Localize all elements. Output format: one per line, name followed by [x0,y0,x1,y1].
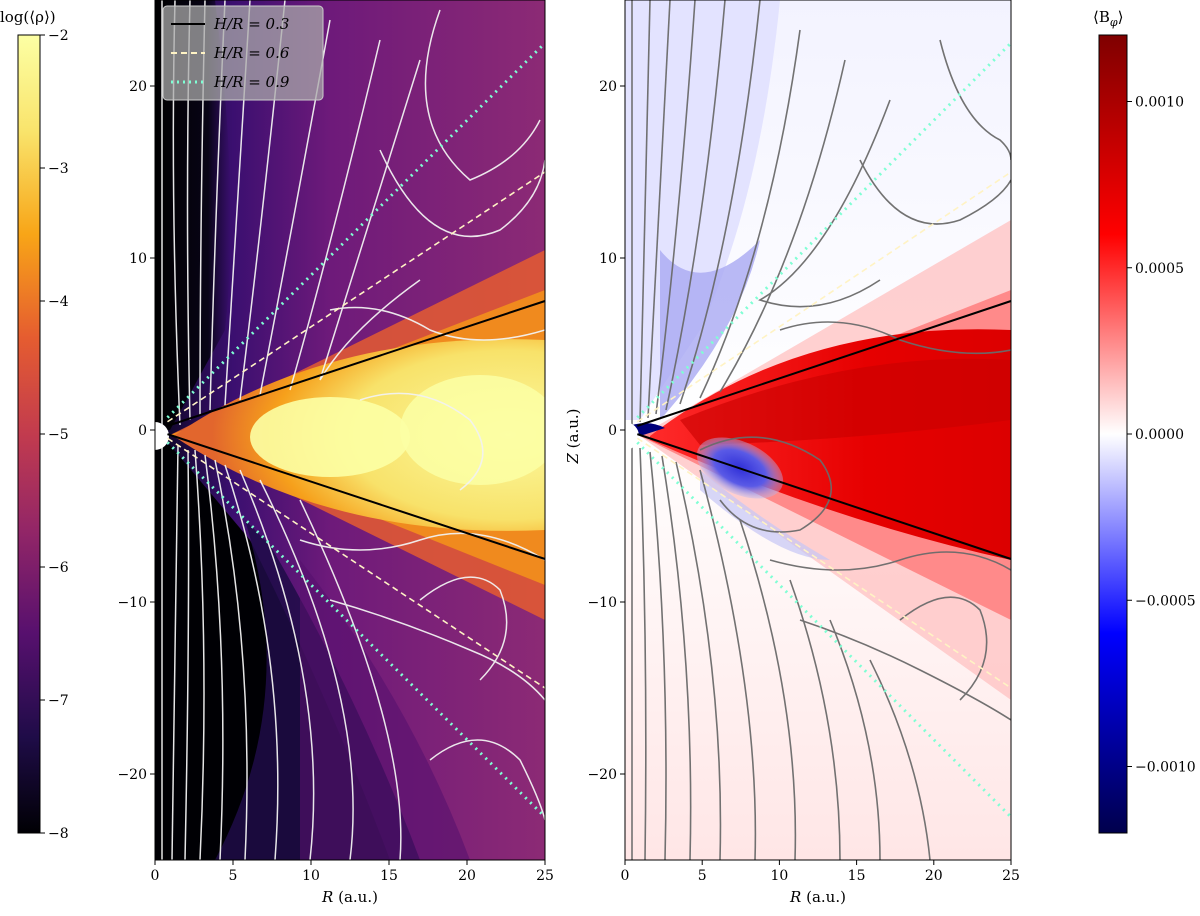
x-tick-label: 5 [229,868,238,884]
left-colorbar: log(⟨ρ⟩) −2 −3 −4 −5 −6 −7 −8 [0,8,69,842]
x-tick-label: 15 [848,868,866,884]
legend-box [162,5,324,101]
y-tick-label: −20 [117,767,147,783]
right-cbar-tick-label: −0.0010 [1135,760,1196,776]
right-colorbar-ticks: 0.0010 0.0005 0.0000 −0.0005 −0.0010 [1127,95,1196,776]
y-tick-label: 20 [129,79,147,95]
legend-label-0: H/R = 0.3 [213,15,289,33]
right-streamlines [631,0,1011,860]
hr-line-0.6-up [636,171,1012,423]
x-tick-label: 0 [151,868,160,884]
left-cbar-tick-label: −2 [48,28,69,44]
y-tick-label: 10 [129,251,147,267]
x-tick-label: 25 [536,868,554,884]
x-tick-label: 20 [925,868,943,884]
left-colorbar-gradient [17,34,41,834]
right-panel-image [625,0,1011,860]
hr-line-0.3-up [637,300,1012,427]
y-tick-label: −20 [587,767,617,783]
hr-line-0.6-up [167,171,546,423]
right-x-axis-label: R (a.u.) [789,888,846,906]
left-streamlines [161,0,545,860]
x-tick-label: 0 [621,868,630,884]
right-cbar-tick-label: 0.0010 [1135,95,1184,111]
left-overlay-lines [166,41,547,819]
left-panel: 0 5 10 15 20 25 20 10 0 −10 −20 R (a.u.) H/R = 0.… [117,0,554,906]
right-overlay-lines [636,41,1013,819]
x-tick-label: 10 [770,868,788,884]
right-x-ticks: 0 5 10 15 20 25 [621,860,1020,884]
left-colorbar-ticks: −2 −3 −4 −5 −6 −7 −8 [40,28,69,842]
left-x-ticks: 0 5 10 15 20 25 [151,860,554,884]
y-tick-label: 10 [599,251,617,267]
y-tick-label: 20 [599,79,617,95]
x-tick-label: 25 [1002,868,1020,884]
left-y-ticks: 20 10 0 −10 −20 [117,79,155,783]
hr-line-0.3-down [167,433,546,560]
hr-line-0.6-down [636,437,1012,689]
x-tick-label: 20 [458,868,476,884]
hr-line-0.6-down [167,437,546,689]
left-cbar-tick-label: −6 [48,560,69,576]
left-colorbar-label: log(⟨ρ⟩) [0,8,56,26]
left-cbar-tick-label: −4 [48,294,69,310]
right-colorbar: ⟨Bφ⟩ 0.0010 0.0005 0.0000 −0.0005 −0.0010 [1093,8,1196,834]
right-cbar-tick-label: −0.0005 [1135,593,1196,609]
left-cbar-tick-label: −7 [48,693,69,709]
legend: H/R = 0.3 H/R = 0.6 H/R = 0.9 [162,5,324,101]
left-panel-image [155,0,545,860]
left-x-axis-label: R (a.u.) [321,888,378,906]
right-colorbar-label: ⟨Bφ⟩ [1093,8,1123,29]
y-tick-label: −10 [587,595,617,611]
left-cbar-tick-label: −5 [48,427,69,443]
x-tick-label: 15 [380,868,398,884]
right-y-ticks: 20 10 0 −10 −20 [587,79,625,783]
x-tick-label: 5 [698,868,707,884]
y-tick-label: −10 [117,595,147,611]
right-panel: 0 5 10 15 20 25 20 10 0 −10 −20 R (a.u.) Z (a.u.) [564,0,1020,906]
x-tick-label: 10 [302,868,320,884]
legend-label-2: H/R = 0.9 [213,73,290,91]
legend-label-1: H/R = 0.6 [213,44,290,62]
right-y-axis-label: Z (a.u.) [564,408,582,464]
right-cbar-tick-label: 0.0005 [1135,261,1184,277]
hr-line-0.3-down [637,433,1012,560]
hr-line-0.3-up [167,300,546,427]
left-cbar-tick-label: −8 [48,826,69,842]
y-tick-label: 0 [138,423,147,439]
right-colorbar-gradient [1098,34,1128,834]
left-cbar-tick-label: −3 [48,161,69,177]
right-cbar-tick-label: 0.0000 [1135,427,1184,443]
y-tick-label: 0 [608,423,617,439]
